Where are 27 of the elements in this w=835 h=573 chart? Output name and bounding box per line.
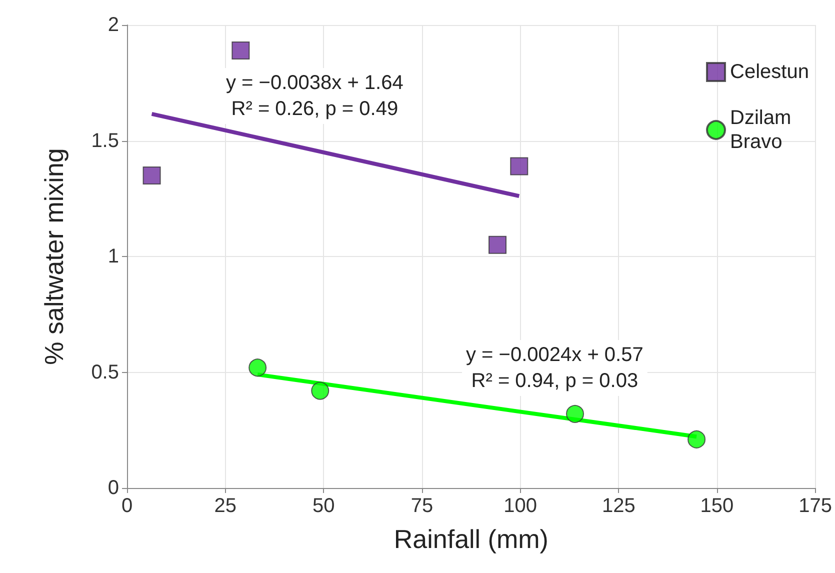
x-tick-label: 100 <box>504 495 538 517</box>
y-tick-label: 2 <box>108 14 119 36</box>
x-tick-label: 0 <box>121 495 133 517</box>
point <box>232 41 250 60</box>
point <box>688 430 706 448</box>
x-tick-label: 50 <box>312 495 335 517</box>
point <box>510 157 528 176</box>
legend-label: Dzilam Bravo <box>730 107 797 153</box>
y-axis-title: % saltwater mixing <box>39 148 69 365</box>
x-tick-label: 150 <box>700 495 734 517</box>
point <box>142 166 161 184</box>
y-tick-label: 1.5 <box>91 130 119 152</box>
x-tick-label: 175 <box>798 495 832 517</box>
annotation: y = −0.0038x + 1.64 R² = 0.26, p = 0.49 <box>226 72 404 120</box>
y-tick-label: 0.5 <box>91 361 119 384</box>
y-tick-label: 0 <box>108 477 119 499</box>
x-axis-title: Rainfall (mm) <box>394 524 548 554</box>
annotation: y = −0.0024x + 0.57 R² = 0.94, p = 0.03 <box>466 344 644 392</box>
point <box>311 382 330 400</box>
point <box>248 358 267 377</box>
x-tick-label: 125 <box>602 495 636 517</box>
y-tick-label: 1 <box>108 246 119 268</box>
point <box>488 236 507 254</box>
legend-label: Celestun <box>730 61 809 83</box>
point <box>566 404 584 423</box>
x-tick-label: 25 <box>214 495 236 517</box>
x-tick-label: 75 <box>410 495 434 517</box>
